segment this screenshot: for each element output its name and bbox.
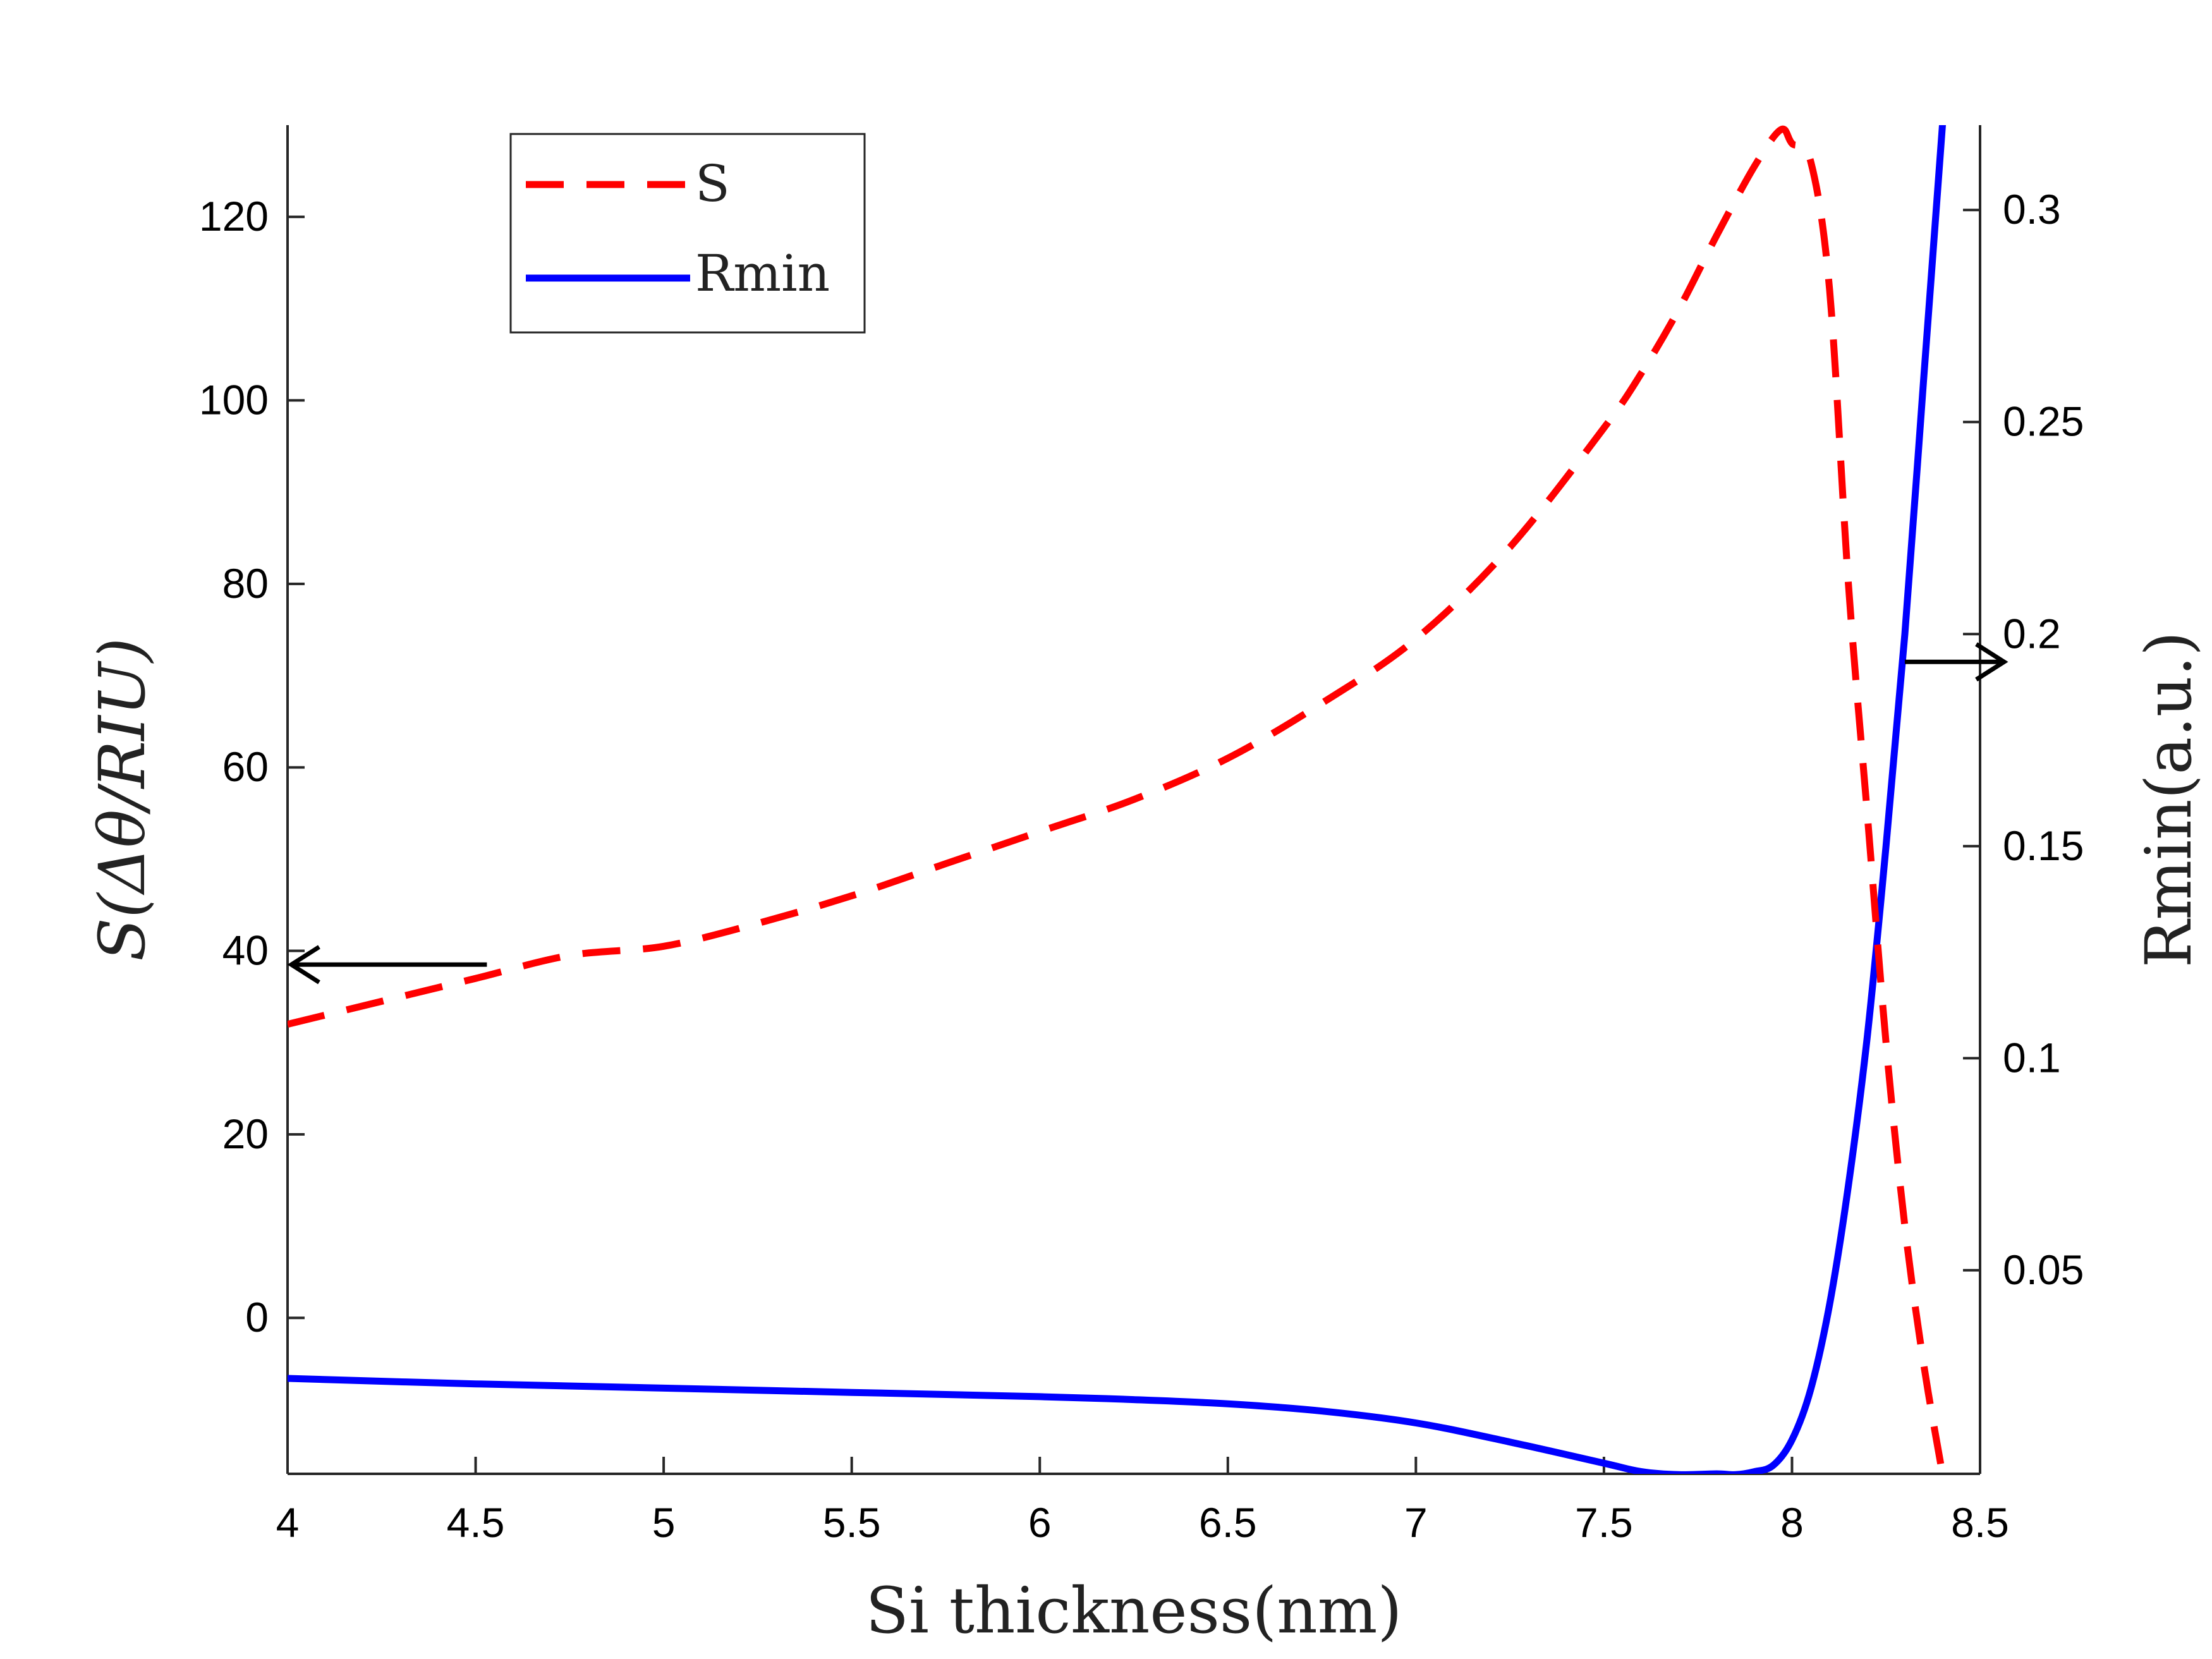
legend-rmin-label: Rmin [695, 244, 830, 303]
x-tick-label: 6.5 [1199, 1499, 1257, 1546]
left-y-tick-label: 0 [245, 1294, 269, 1340]
x-tick-label: 6 [1028, 1499, 1052, 1546]
rmin-series-line [288, 125, 1946, 1474]
left-axis-ticks: 0 20 40 60 80 100 120 [199, 193, 305, 1340]
left-y-tick-label: 40 [222, 927, 269, 974]
right-axis-ticks: 0.05 0.1 0.15 0.2 0.25 0.3 [1963, 186, 2084, 1293]
x-tick-label: 7.5 [1575, 1499, 1633, 1546]
right-y-tick-label: 0.15 [2003, 822, 2084, 869]
x-tick-label: 5.5 [823, 1499, 881, 1546]
right-y-tick-label: 0.3 [2003, 186, 2061, 233]
left-y-tick-label: 100 [199, 377, 269, 423]
left-y-tick-label: 20 [222, 1110, 269, 1157]
right-y-tick-label: 0.1 [2003, 1034, 2061, 1081]
left-y-tick-label: 120 [199, 193, 269, 240]
right-axis-title: Rmin(a.u.) [2132, 631, 2206, 968]
legend-s-label: S [695, 154, 730, 213]
x-tick-label: 8.5 [1951, 1499, 2009, 1546]
right-y-tick-label: 0.25 [2003, 398, 2084, 445]
right-y-tick-label: 0.2 [2003, 610, 2061, 657]
right-y-tick-label: 0.05 [2003, 1246, 2084, 1293]
left-y-tick-label: 80 [222, 560, 269, 607]
x-tick-label: 7 [1404, 1499, 1428, 1546]
x-tick-label: 5 [652, 1499, 676, 1546]
left-y-tick-label: 60 [222, 743, 269, 790]
legend-box [509, 133, 866, 334]
x-tick-label: 4 [276, 1499, 300, 1546]
x-tick-label: 8 [1780, 1499, 1804, 1546]
left-axis-arrow-head [287, 945, 320, 985]
x-tick-label: 4.5 [447, 1499, 505, 1546]
legend: S Rmin [509, 133, 866, 334]
left-axis-title: S(Δθ/RIU) [85, 638, 159, 961]
right-axis-arrow-head [1975, 642, 2008, 682]
x-axis-title: Si thickness(nm) [866, 1574, 1402, 1648]
x-axis-ticks: 4 4.5 5 5.5 6 6.5 7 7.5 8 8.5 [276, 1457, 2009, 1546]
annotation-arrows [287, 642, 2008, 985]
